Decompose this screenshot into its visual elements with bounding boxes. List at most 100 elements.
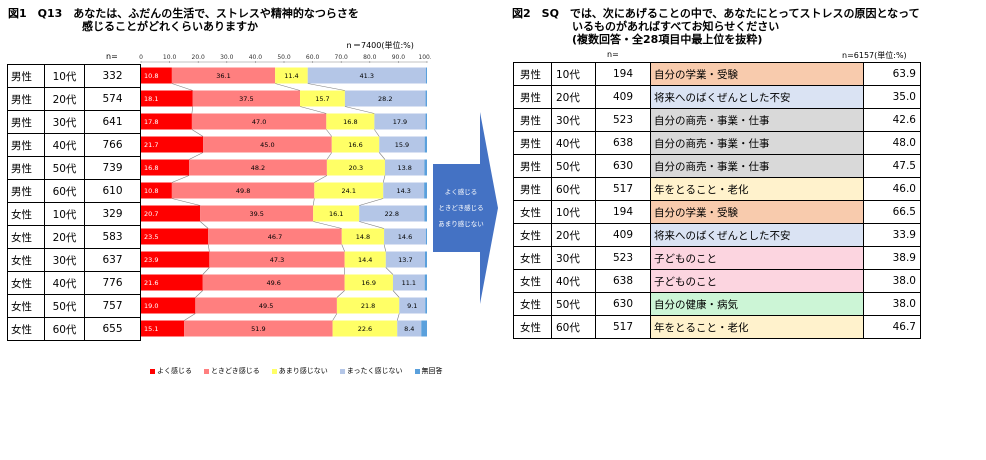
bar-segment <box>141 159 190 176</box>
series-line <box>396 313 400 321</box>
series-line <box>359 221 385 229</box>
legend-item: ときどき感じる <box>204 366 260 376</box>
data-label: 11.1 <box>402 279 416 287</box>
value-cell: 46.0 <box>863 177 921 201</box>
series-line <box>392 290 400 298</box>
series-line <box>359 198 384 206</box>
legend-label: ときどき感じる <box>211 367 260 375</box>
bar-segment <box>326 113 375 130</box>
x-tick-label: 80.0 <box>363 54 377 61</box>
series-line <box>312 198 315 206</box>
data-label: 9.1 <box>407 302 417 310</box>
bar-segment <box>191 113 327 130</box>
gender-cell: 女性 <box>513 200 552 224</box>
series-line <box>374 129 380 137</box>
n-cell: 523 <box>595 246 651 270</box>
gender-cell: 女性 <box>513 315 552 339</box>
age-cell: 50代 <box>44 294 85 318</box>
x-tick-label: 60.0 <box>306 54 320 61</box>
gender-cell: 男性 <box>7 179 45 203</box>
gender-cell: 女性 <box>7 294 45 318</box>
bar-segment <box>203 136 332 153</box>
cause-cell: 子どものこと <box>650 269 864 293</box>
legend-item: まったく感じない <box>339 366 403 376</box>
series-line <box>336 290 345 298</box>
age-cell: 20代 <box>551 85 596 109</box>
bar-segment <box>424 159 427 176</box>
data-label: 21.6 <box>144 279 158 287</box>
gender-cell: 男性 <box>7 64 45 88</box>
series-line <box>385 267 394 275</box>
data-label: 8.4 <box>404 325 414 333</box>
data-label: 17.8 <box>144 118 158 126</box>
x-tick-label: 0 <box>139 54 143 61</box>
bar-segment <box>141 297 196 314</box>
bar-segment <box>141 136 204 153</box>
value-cell: 35.0 <box>863 85 921 109</box>
age-cell: 40代 <box>551 269 596 293</box>
x-tick-label: 100.0 <box>418 54 431 61</box>
fig1-n-note: ｎ＝7400(単位:%) <box>345 41 414 50</box>
gender-cell: 女性 <box>513 269 552 293</box>
value-cell: 42.6 <box>863 108 921 132</box>
data-label: 20.3 <box>349 164 363 172</box>
data-label: 51.9 <box>251 325 265 333</box>
data-label: 37.5 <box>239 95 253 103</box>
data-label: 16.9 <box>362 279 376 287</box>
data-label: 39.5 <box>249 210 263 218</box>
bar-segment <box>344 90 426 107</box>
data-label: 47.0 <box>252 118 266 126</box>
bar-segment <box>189 159 327 176</box>
legend-swatch <box>150 368 155 374</box>
bar-segment <box>208 228 342 245</box>
data-label: 11.4 <box>284 72 298 80</box>
data-label: 10.8 <box>144 187 158 195</box>
data-label: 19.0 <box>144 302 158 310</box>
series-line <box>382 175 386 183</box>
age-cell: 10代 <box>551 200 596 224</box>
fig1-table: 男性 10代 332 男性 20代 574 男性 30代 641 男性 40代 766 男性 50代 739… <box>7 64 141 341</box>
bar-segment <box>141 228 209 245</box>
data-label: 17.9 <box>393 118 407 126</box>
fig2-table: 男性 10代 194 自分の学業・受験 63.9 男性 20代 409 将来へのばくぜんとした不… <box>513 62 921 339</box>
series-line <box>379 152 386 160</box>
legend-label: まったく感じない <box>346 367 403 375</box>
n-cell: 523 <box>595 108 651 132</box>
n-cell: 757 <box>84 294 141 318</box>
gender-cell: 男性 <box>513 62 552 86</box>
age-cell: 10代 <box>44 202 85 226</box>
arrow-line1: よく感じる <box>444 188 478 196</box>
age-cell: 50代 <box>551 292 596 316</box>
age-cell: 40代 <box>44 133 85 157</box>
data-label: 48.2 <box>251 164 265 172</box>
cause-cell: 自分の商売・事業・仕事 <box>650 154 864 178</box>
table-row: 男性 20代 409 将来へのばくぜんとした不安 35.0 <box>513 85 921 109</box>
data-label: 16.1 <box>329 210 343 218</box>
bar-segment <box>424 182 427 199</box>
bar-segment <box>141 67 172 84</box>
table-row: 男性 60代 517 年をとること・老化 46.0 <box>513 177 921 201</box>
age-cell: 40代 <box>44 271 85 295</box>
table-row: 男性 60代 610 <box>7 179 141 203</box>
table-row: 男性 30代 523 自分の商売・事業・仕事 42.6 <box>513 108 921 132</box>
table-row: 男性 50代 739 <box>7 156 141 180</box>
n-cell: 194 <box>595 62 651 86</box>
data-label: 14.4 <box>358 256 372 264</box>
table-row: 男性 50代 630 自分の商売・事業・仕事 47.5 <box>513 154 921 178</box>
bar-segment <box>332 320 398 337</box>
series-line <box>191 129 204 137</box>
series-line <box>332 313 338 321</box>
series-line <box>171 198 201 206</box>
right-arrow-icon <box>433 112 498 304</box>
table-row: 女性 10代 194 自分の学業・受験 66.5 <box>513 200 921 224</box>
x-tick-label: 90.0 <box>392 54 406 61</box>
cause-cell: 自分の健康・病気 <box>650 292 864 316</box>
n-cell: 638 <box>595 131 651 155</box>
stacked-bar-chart: 0 10.0 20.0 30.0 40.0 50.0 60.0 70.0 80.0 90.0 100… <box>139 54 431 337</box>
data-label: 13.7 <box>398 256 412 264</box>
gender-cell: 男性 <box>513 154 552 178</box>
bar-segment <box>384 228 426 245</box>
bar-segment <box>336 297 400 314</box>
bar-segment <box>341 228 385 245</box>
age-cell: 30代 <box>551 108 596 132</box>
